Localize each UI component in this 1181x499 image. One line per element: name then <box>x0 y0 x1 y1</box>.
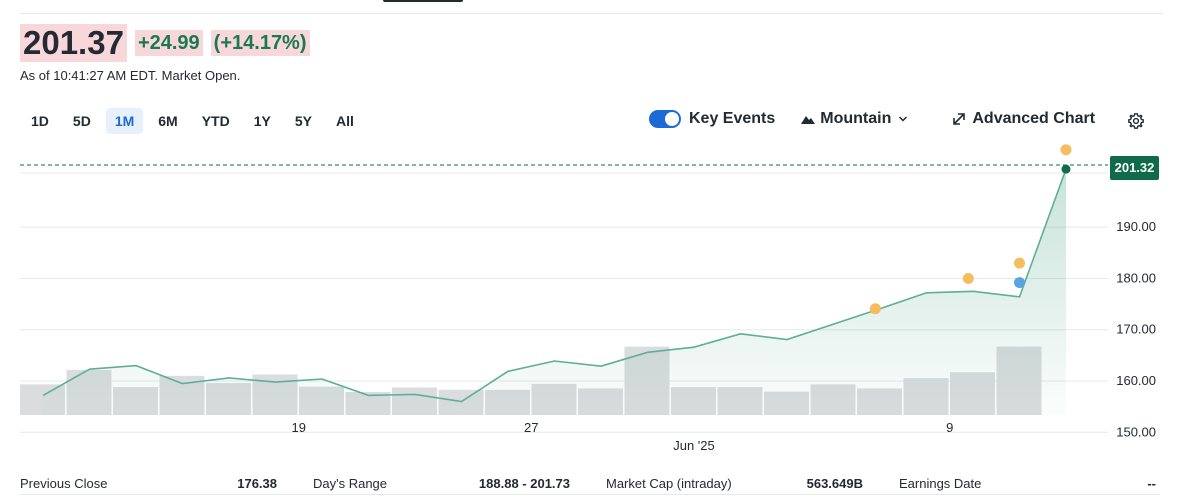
advanced-chart-link[interactable]: Advanced Chart <box>952 110 1095 128</box>
current-price-badge <box>1110 156 1159 180</box>
price-change: +24.99 <box>134 30 203 56</box>
y-tick-label: 180.00 <box>1116 270 1156 285</box>
toggle-switch-icon <box>649 110 681 128</box>
price-area <box>43 169 1066 415</box>
current-price-badge-label: 201.32 <box>1115 160 1155 175</box>
x-tick-label: 19 <box>292 420 306 435</box>
range-5y[interactable]: 5Y <box>294 113 312 129</box>
y-tick-label: 170.00 <box>1116 322 1156 337</box>
key-event-marker <box>1014 257 1025 269</box>
quote-timestamp: As of 10:41:27 AM EDT. Market Open. <box>20 68 241 83</box>
top-divider <box>20 13 1163 14</box>
stat-value-earnings-date: -- <box>1147 476 1156 491</box>
price-chart[interactable]: 190.00 180.00 170.00 160.00 150.00 201.32 19 27… <box>0 140 1181 460</box>
stat-label-earnings-date: Earnings Date <box>899 476 982 491</box>
stats-divider <box>20 494 1160 495</box>
quote-header: 201.37 +24.99 (+14.17%) <box>20 24 310 62</box>
range-1m[interactable]: 1M <box>105 108 144 134</box>
range-all[interactable]: All <box>335 113 354 129</box>
expand-arrow-icon <box>953 113 966 125</box>
range-5d[interactable]: 5D <box>72 113 91 129</box>
range-selector: 1D 5D 1M 6M YTD 1Y 5Y All <box>22 108 363 134</box>
range-1d[interactable]: 1D <box>31 113 49 129</box>
stat-label-previous-close: Previous Close <box>20 476 108 491</box>
stat-value-days-range: 188.88 - 201.73 <box>478 476 570 491</box>
chevron-down-icon <box>899 116 908 122</box>
advanced-chart-label: Advanced Chart <box>972 110 1096 127</box>
stat-value-market-cap: 563.649B <box>806 476 863 491</box>
stat-value-previous-close: 176.38 <box>237 476 277 491</box>
chart-toolbar: Key Events Mountain Advanced Chart <box>649 110 1095 128</box>
chart-type-dropdown[interactable]: Mountain <box>801 110 908 128</box>
chart-settings-button[interactable] <box>1128 113 1144 134</box>
key-event-marker <box>1014 277 1025 289</box>
key-event-marker <box>1060 144 1072 156</box>
key-event-marker <box>962 272 974 284</box>
current-price: 201.37 <box>20 24 127 62</box>
key-events-toggle[interactable]: Key Events <box>649 110 775 128</box>
stat-label-days-range: Day's Range <box>313 476 388 491</box>
y-tick-label: 160.00 <box>1116 373 1156 388</box>
stat-label-market-cap: Market Cap (intraday) <box>606 476 732 491</box>
range-ytd[interactable]: YTD <box>201 113 230 129</box>
gear-icon <box>1128 113 1144 129</box>
x-axis-month-label: Jun '25 <box>673 438 715 453</box>
x-tick-label: 9 <box>946 420 953 435</box>
cropped-header-badge <box>383 0 463 2</box>
range-6m[interactable]: 6M <box>158 113 178 129</box>
key-event-marker <box>869 303 881 315</box>
price-change-percent: (+14.17%) <box>210 30 310 56</box>
range-1y[interactable]: 1Y <box>253 113 271 129</box>
price-line <box>42 168 1067 403</box>
last-price-dot <box>1061 164 1071 174</box>
y-tick-label: 190.00 <box>1116 219 1156 234</box>
y-tick-label: 150.00 <box>1116 424 1156 439</box>
mountain-icon <box>801 116 816 124</box>
x-tick-label: 27 <box>524 420 538 435</box>
chart-type-label: Mountain <box>820 110 892 127</box>
key-events-label: Key Events <box>689 110 776 127</box>
